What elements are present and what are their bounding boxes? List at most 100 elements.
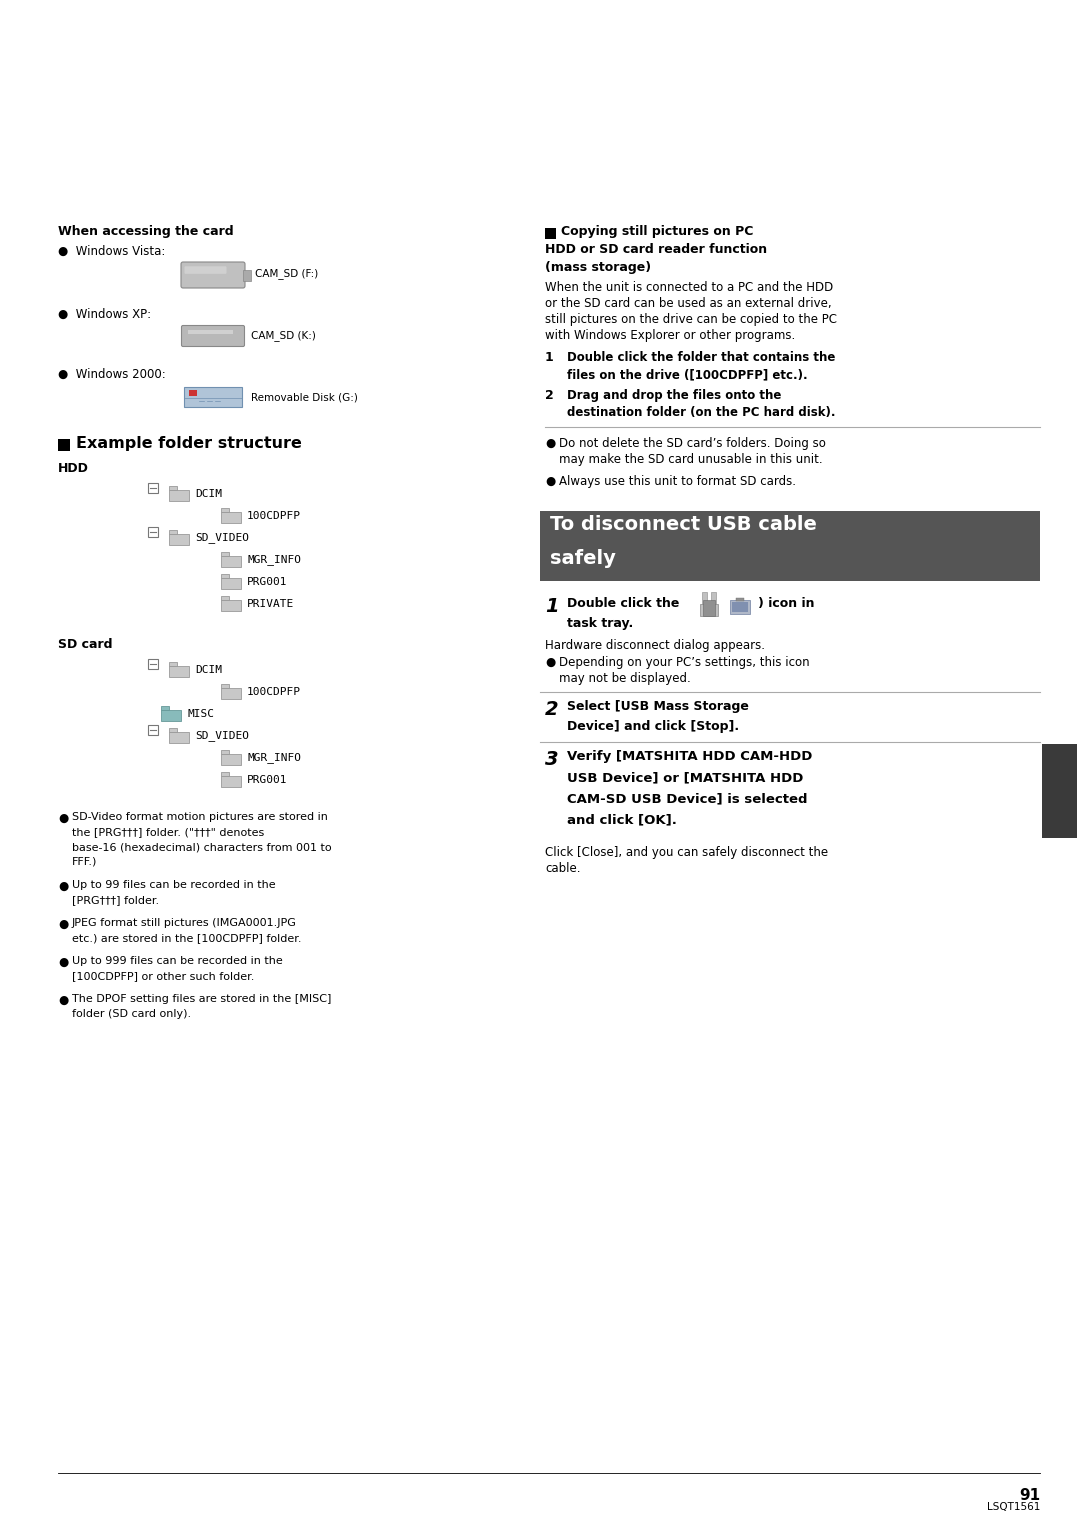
Text: the [PRG†††] folder. ("†††" denotes: the [PRG†††] folder. ("†††" denotes	[72, 827, 265, 837]
FancyBboxPatch shape	[185, 266, 227, 274]
Bar	[168, 530, 177, 533]
Text: SD-Video format motion pictures are stored in: SD-Video format motion pictures are stor…	[72, 811, 328, 822]
Text: etc.) are stored in the [100CDPFP] folder.: etc.) are stored in the [100CDPFP] folde…	[72, 934, 301, 943]
FancyBboxPatch shape	[168, 533, 189, 545]
Bar	[545, 228, 556, 238]
Text: SD_VIDEO: SD_VIDEO	[195, 730, 249, 741]
Text: 2: 2	[545, 390, 554, 402]
Text: MISC: MISC	[187, 709, 214, 720]
Text: PRG001: PRG001	[247, 578, 287, 587]
Text: DCIM: DCIM	[195, 665, 222, 675]
Bar	[221, 575, 229, 578]
Text: Copying still pictures on PC: Copying still pictures on PC	[561, 225, 754, 238]
Text: HDD or SD card reader function: HDD or SD card reader function	[545, 243, 767, 257]
Text: base-16 (hexadecimal) characters from 001 to: base-16 (hexadecimal) characters from 00…	[72, 842, 332, 853]
Text: USB Device] or [MATSHITA HDD: USB Device] or [MATSHITA HDD	[567, 772, 804, 784]
Text: 100CDPFP: 100CDPFP	[247, 688, 301, 697]
Bar	[161, 706, 168, 709]
Bar	[221, 772, 229, 776]
Bar	[188, 330, 233, 335]
Text: [100CDPFP] or other such folder.: [100CDPFP] or other such folder.	[72, 970, 255, 981]
Text: DCIM: DCIM	[195, 489, 222, 500]
Bar	[221, 685, 229, 688]
Bar	[168, 662, 177, 666]
Text: FFF.): FFF.)	[72, 857, 97, 866]
FancyBboxPatch shape	[181, 325, 244, 347]
Text: Always use this unit to format SD cards.: Always use this unit to format SD cards.	[559, 475, 796, 487]
Text: cable.: cable.	[545, 862, 581, 876]
Text: SD card: SD card	[58, 639, 112, 651]
Bar	[711, 591, 716, 604]
Text: Select [USB Mass Storage: Select [USB Mass Storage	[567, 700, 748, 714]
Text: Click [Close], and you can safely disconnect the: Click [Close], and you can safely discon…	[545, 847, 828, 859]
Text: folder (SD card only).: folder (SD card only).	[72, 1008, 191, 1019]
Text: ●: ●	[58, 918, 68, 931]
Bar	[732, 602, 748, 613]
Text: CAM_SD (F:): CAM_SD (F:)	[255, 269, 319, 280]
Bar	[730, 601, 750, 614]
Text: ●: ●	[58, 811, 68, 825]
Text: Device] and click [Stop].: Device] and click [Stop].	[567, 720, 739, 733]
Bar	[148, 483, 158, 494]
Text: Up to 99 files can be recorded in the: Up to 99 files can be recorded in the	[72, 880, 275, 889]
Text: Double click the: Double click the	[567, 597, 679, 610]
Bar	[540, 510, 1040, 581]
Text: 91: 91	[1018, 1488, 1040, 1504]
Text: Double click the folder that contains the: Double click the folder that contains th…	[567, 351, 835, 364]
Text: 3: 3	[545, 750, 558, 769]
Text: 1: 1	[545, 597, 558, 616]
Bar	[221, 596, 229, 601]
FancyBboxPatch shape	[168, 666, 189, 677]
Bar	[221, 552, 229, 556]
Bar	[700, 604, 718, 616]
Text: When the unit is connected to a PC and the HDD: When the unit is connected to a PC and t…	[545, 281, 834, 293]
Text: (mass storage): (mass storage)	[545, 261, 651, 274]
FancyBboxPatch shape	[703, 601, 715, 616]
Text: JPEG format still pictures (IMGA0001.JPG: JPEG format still pictures (IMGA0001.JPG	[72, 918, 297, 927]
FancyBboxPatch shape	[168, 732, 189, 743]
Bar	[221, 507, 229, 512]
Text: To disconnect USB cable: To disconnect USB cable	[550, 515, 816, 533]
Text: Verify [MATSHITA HDD CAM-HDD: Verify [MATSHITA HDD CAM-HDD	[567, 750, 812, 762]
Text: Depending on your PC’s settings, this icon: Depending on your PC’s settings, this ic…	[559, 656, 810, 669]
Text: CAM-SD USB Device] is selected: CAM-SD USB Device] is selected	[567, 792, 808, 805]
Text: ●  Windows Vista:: ● Windows Vista:	[58, 244, 165, 258]
Bar	[189, 390, 197, 396]
Text: ●: ●	[545, 437, 555, 451]
Bar	[58, 439, 70, 451]
Text: CAM_SD (K:): CAM_SD (K:)	[251, 330, 315, 341]
Text: and click [OK].: and click [OK].	[567, 813, 677, 827]
Text: MGR_INFO: MGR_INFO	[247, 753, 301, 764]
Text: The DPOF setting files are stored in the [MISC]: The DPOF setting files are stored in the…	[72, 995, 332, 1004]
Bar	[148, 724, 158, 735]
Text: Up to 999 files can be recorded in the: Up to 999 files can be recorded in the	[72, 957, 283, 966]
Text: or the SD card can be used as an external drive,: or the SD card can be used as an externa…	[545, 296, 832, 310]
Text: PRG001: PRG001	[247, 775, 287, 785]
FancyBboxPatch shape	[181, 261, 245, 287]
FancyBboxPatch shape	[221, 556, 241, 567]
FancyBboxPatch shape	[221, 578, 241, 588]
Text: still pictures on the drive can be copied to the PC: still pictures on the drive can be copie…	[545, 313, 837, 325]
Text: Drag and drop the files onto the: Drag and drop the files onto the	[567, 390, 781, 402]
Bar	[1042, 744, 1077, 837]
Text: MGR_INFO: MGR_INFO	[247, 555, 301, 565]
Text: LSQT1561: LSQT1561	[987, 1502, 1040, 1513]
Text: ) icon in: ) icon in	[758, 597, 814, 610]
Text: may make the SD card unusable in this unit.: may make the SD card unusable in this un…	[559, 452, 823, 466]
Text: ●: ●	[58, 995, 68, 1007]
Text: When accessing the card: When accessing the card	[58, 225, 233, 238]
Text: may not be displayed.: may not be displayed.	[559, 672, 691, 685]
Text: PRIVATE: PRIVATE	[247, 599, 294, 610]
Bar	[168, 727, 177, 732]
Text: ●: ●	[58, 880, 68, 892]
Text: task tray.: task tray.	[567, 617, 633, 630]
Text: SD_VIDEO: SD_VIDEO	[195, 533, 249, 544]
Text: with Windows Explorer or other programs.: with Windows Explorer or other programs.	[545, 329, 795, 342]
Text: Do not delete the SD card’s folders. Doing so: Do not delete the SD card’s folders. Doi…	[559, 437, 826, 451]
Text: 2: 2	[545, 700, 558, 720]
Bar	[168, 486, 177, 490]
Text: 100CDPFP: 100CDPFP	[247, 510, 301, 521]
FancyBboxPatch shape	[221, 753, 241, 766]
Text: Example folder structure: Example folder structure	[76, 435, 302, 451]
Bar	[243, 269, 251, 281]
